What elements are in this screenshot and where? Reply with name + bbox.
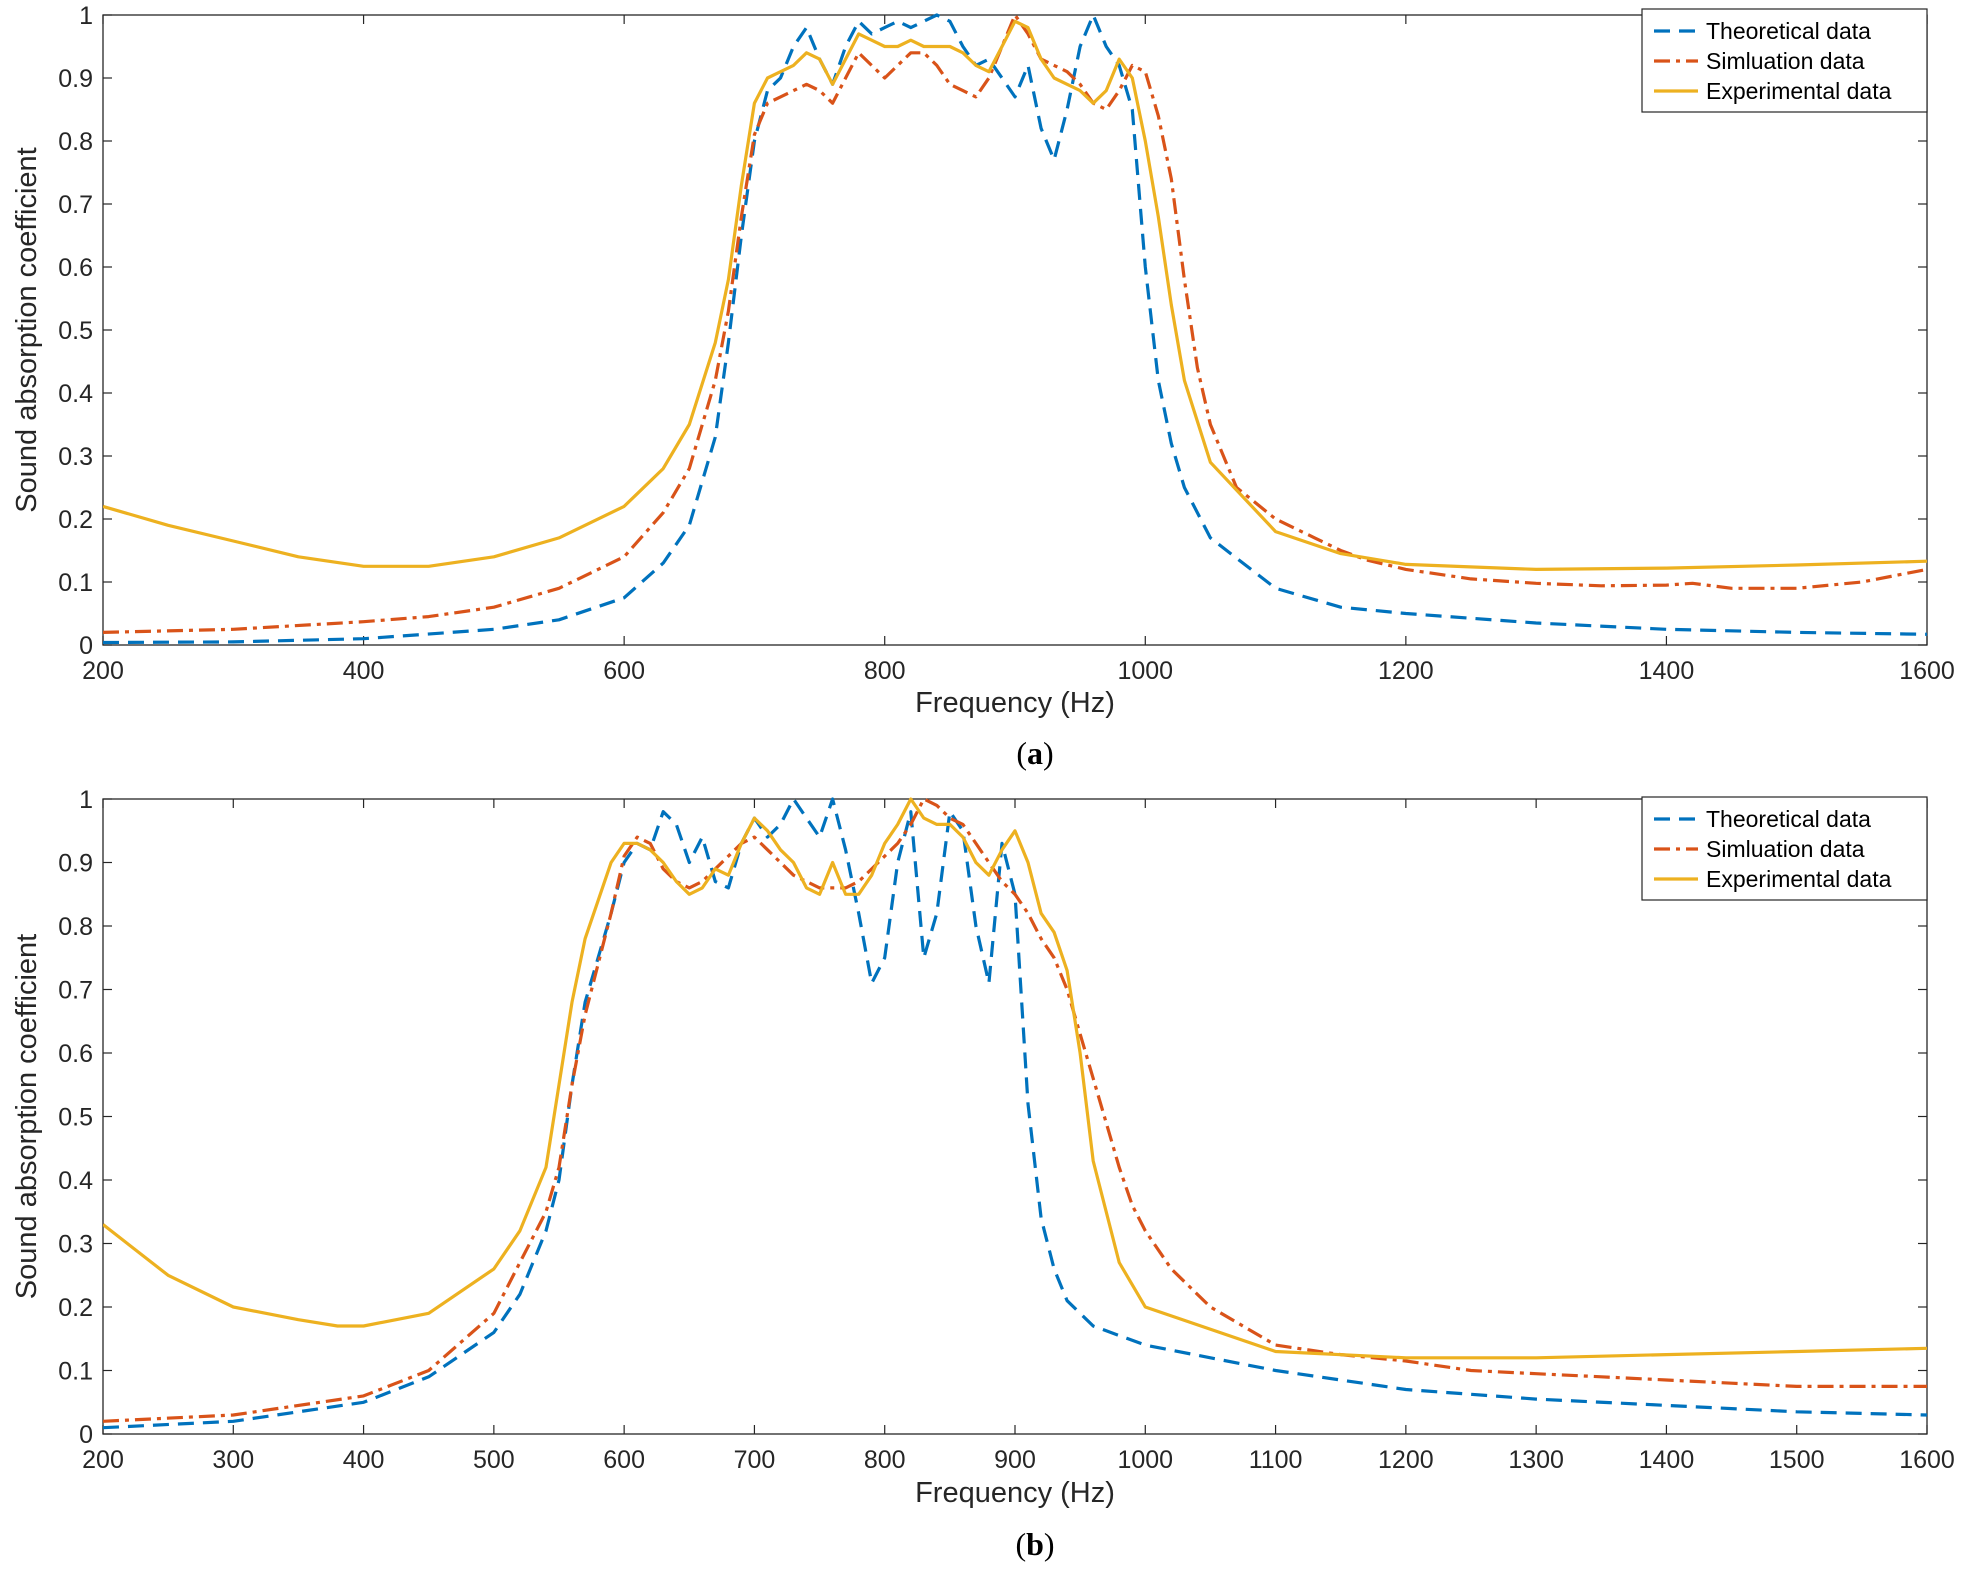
x-tick-label-a: 600 (603, 657, 645, 685)
legend-label-a: Simluation data (1706, 48, 1865, 74)
x-tick-label-b: 1200 (1378, 1446, 1434, 1474)
x-tick-label-b: 1400 (1639, 1446, 1695, 1474)
y-tick-label-b: 0.9 (58, 850, 93, 878)
x-axis-label-a: Frequency (Hz) (915, 687, 1115, 719)
x-tick-label-b: 500 (473, 1446, 515, 1474)
y-tick-label-a: 1 (79, 2, 93, 30)
series-line-simluation-data-b (103, 797, 1927, 1423)
legend-label-a: Theoretical data (1706, 18, 1871, 44)
x-tick-label-a: 400 (343, 657, 385, 685)
y-tick-label-a: 0.9 (58, 65, 93, 93)
y-tick-label-a: 0.8 (58, 128, 93, 156)
chart-panel-a: 200 400 600 800 1000 1200 1400 1600 0 0.1 0.2 0.3 0.… (11, 2, 1955, 771)
y-tick-label-a: 0.5 (58, 317, 93, 345)
x-tick-label-a: 800 (864, 657, 906, 685)
y-tick-label-b: 0.8 (58, 913, 93, 941)
legend-label-b: Simluation data (1706, 836, 1865, 862)
x-axis-label-b: Frequency (Hz) (915, 1477, 1115, 1509)
y-tick-label-a: 0.1 (58, 569, 93, 597)
legend-label-b: Theoretical data (1706, 806, 1871, 832)
y-axis-label-b: Sound absorption coefficient (11, 934, 43, 1299)
y-tick-label-b: 0.6 (58, 1040, 93, 1068)
x-tick-label-b: 300 (212, 1446, 254, 1474)
x-tick-label-b: 1600 (1899, 1446, 1955, 1474)
series-line-theoretical-data-a (103, 13, 1927, 645)
x-tick-label-b: 400 (343, 1446, 385, 1474)
y-tick-label-b: 0.5 (58, 1104, 93, 1132)
x-tick-label-b: 900 (994, 1446, 1036, 1474)
y-tick-label-a: 0.6 (58, 254, 93, 282)
y-tick-label-a: 0.4 (58, 380, 93, 408)
y-tick-label-a: 0.2 (58, 506, 93, 534)
y-tick-label-b: 0.2 (58, 1294, 93, 1322)
y-tick-label-b: 0.7 (58, 977, 93, 1005)
x-tick-label-b: 200 (82, 1446, 124, 1474)
panel-caption-a: (a) (1016, 735, 1053, 771)
series-line-theoretical-data-b (103, 797, 1927, 1430)
y-axis-label-a: Sound absorption coefficient (11, 147, 43, 512)
y-tick-label-b: 0.3 (58, 1231, 93, 1259)
y-tick-label-b: 0.4 (58, 1167, 93, 1195)
y-tick-label-b: 1 (79, 786, 93, 814)
x-tick-label-b: 1300 (1508, 1446, 1564, 1474)
x-tick-label-b: 700 (734, 1446, 776, 1474)
x-tick-label-b: 1000 (1117, 1446, 1173, 1474)
x-tick-label-a: 1600 (1899, 657, 1955, 685)
chart-panel-b: 200 300 400 500 600 700 800 900 1000 1100 1200 1300… (11, 786, 1955, 1562)
x-tick-label-a: 1000 (1117, 657, 1173, 685)
legend-label-a: Experimental data (1706, 78, 1892, 104)
x-tick-label-a: 1400 (1639, 657, 1695, 685)
x-tick-label-b: 1100 (1249, 1446, 1303, 1474)
plot-area-a (102, 14, 1928, 646)
x-tick-label-a: 1200 (1378, 657, 1434, 685)
legend-label-b: Experimental data (1706, 866, 1892, 892)
x-tick-label-b: 1500 (1769, 1446, 1825, 1474)
y-tick-label-a: 0.3 (58, 443, 93, 471)
y-tick-label-b: 0.1 (58, 1358, 93, 1386)
x-tick-label-b: 600 (603, 1446, 645, 1474)
panel-caption-b: (b) (1015, 1526, 1054, 1562)
y-tick-label-a: 0 (79, 632, 93, 660)
x-tick-label-b: 800 (864, 1446, 906, 1474)
x-tick-label-a: 200 (82, 657, 124, 685)
y-tick-label-a: 0.7 (58, 191, 93, 219)
series-line-experimental-data-a (103, 19, 1927, 572)
y-tick-label-b: 0 (79, 1421, 93, 1449)
series-line-experimental-data-b (103, 797, 1927, 1360)
